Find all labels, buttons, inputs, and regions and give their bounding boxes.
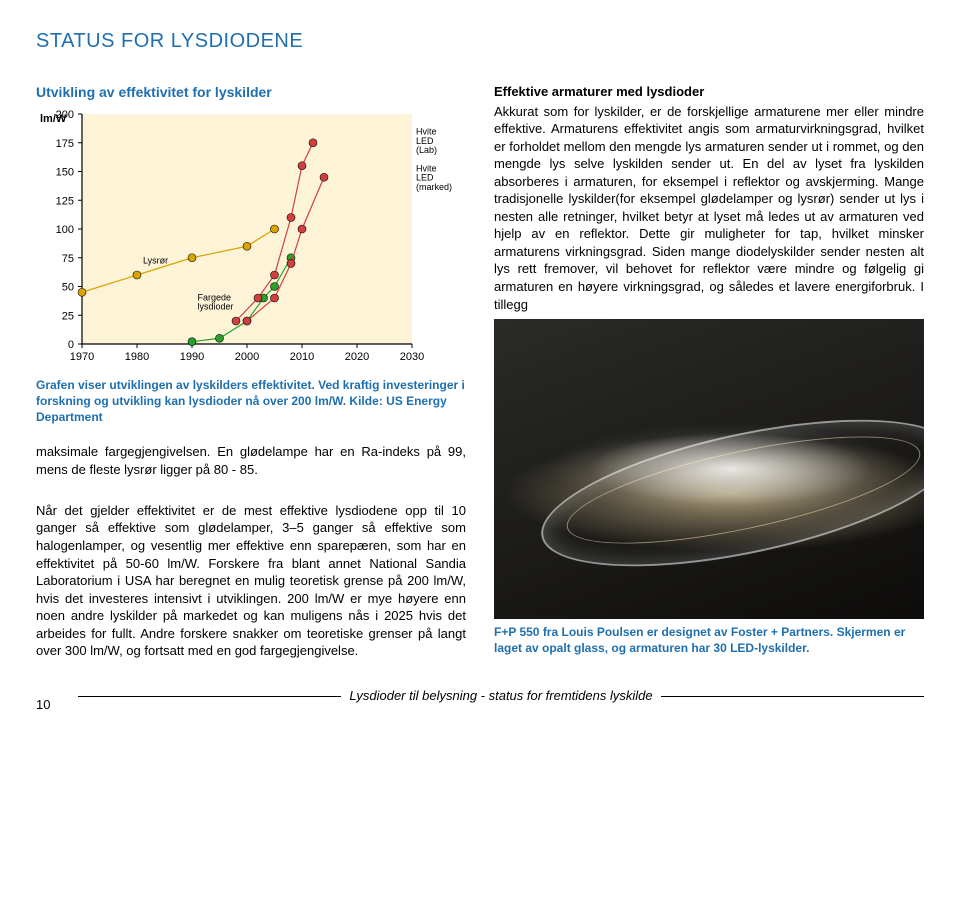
section-heading: Effektive armaturer med lysdioder: [494, 83, 924, 101]
svg-text:2000: 2000: [235, 351, 259, 363]
svg-text:25: 25: [62, 310, 74, 322]
page-number: 10: [36, 696, 60, 714]
svg-text:2020: 2020: [345, 351, 369, 363]
svg-text:150: 150: [56, 166, 74, 178]
svg-text:50: 50: [62, 281, 74, 293]
svg-text:(Lab): (Lab): [416, 145, 437, 155]
svg-text:100: 100: [56, 224, 74, 236]
photo-caption: F+P 550 fra Louis Poulsen er designet av…: [494, 625, 924, 656]
product-photo: [494, 319, 924, 619]
chart-caption: Grafen viser utviklingen av lyskilders e…: [36, 378, 466, 425]
svg-text:lysdioder: lysdioder: [198, 301, 234, 311]
svg-text:(marked): (marked): [416, 182, 452, 192]
svg-text:0: 0: [68, 339, 74, 351]
page-title: STATUS FOR LYSDIODENE: [36, 28, 924, 55]
chart-title: Utvikling av effektivitet for lyskilder: [36, 83, 466, 102]
svg-text:1970: 1970: [70, 351, 94, 363]
right-para: Akkurat som for lyskilder, er de forskje…: [494, 103, 924, 314]
svg-text:lm/W: lm/W: [40, 113, 67, 125]
body-para-1: maksimale fargegjengivelsen. En glødelam…: [36, 443, 466, 478]
svg-text:125: 125: [56, 195, 74, 207]
svg-text:2010: 2010: [290, 351, 314, 363]
svg-text:2030: 2030: [400, 351, 424, 363]
svg-text:75: 75: [62, 253, 74, 265]
svg-text:1980: 1980: [125, 351, 149, 363]
footer-rule: Lysdioder til belysning - status for fre…: [78, 696, 924, 715]
svg-text:1990: 1990: [180, 351, 204, 363]
body-para-2: Når det gjelder effektivitet er de mest …: [36, 502, 466, 660]
svg-text:Lysrør: Lysrør: [143, 255, 168, 265]
efficacy-chart: 0255075100125150175200197019801990200020…: [36, 108, 466, 373]
svg-text:175: 175: [56, 138, 74, 150]
footer-text: Lysdioder til belysning - status for fre…: [341, 688, 660, 703]
